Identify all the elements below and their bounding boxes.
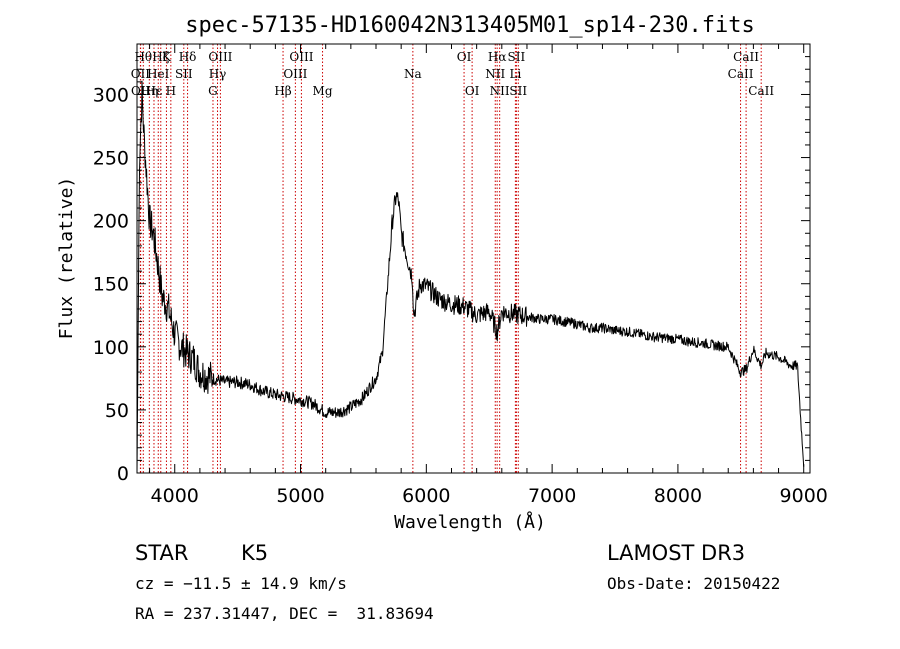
spectral-line-label: Li [509, 67, 521, 81]
spectral-line-label: SII [508, 50, 526, 64]
y-tick-label: 100 [93, 337, 129, 359]
x-tick-label: 9000 [780, 485, 828, 507]
spectral-line-label: Hγ [209, 67, 227, 81]
spectral-line-label: OII [131, 67, 151, 81]
spectral-line-label: CaII [748, 84, 774, 98]
spectral-line-label: SII [175, 67, 193, 81]
spectral-line-label: K [162, 50, 172, 64]
spectral-line-markers [139, 44, 762, 473]
spectral-line-label: NII [490, 84, 510, 98]
observation-date: Obs-Date: 20150422 [607, 574, 781, 593]
survey-name: LAMOST DR3 [607, 541, 746, 565]
spectral-line-label: Hε [146, 84, 163, 98]
object-class: STAR [135, 541, 189, 565]
spectral-line-label: HeI [147, 67, 170, 81]
y-tick-label: 300 [93, 84, 129, 106]
chart-title: spec-57135-HD160042N313405M01_sp14-230.f… [185, 13, 755, 38]
spectral-line-label: H [166, 84, 176, 98]
spectral-line-label: Na [404, 67, 422, 81]
spectral-line-label: CaII [728, 67, 754, 81]
plot-frame [136, 43, 811, 474]
x-tick-label: 6000 [402, 485, 450, 507]
spectral-line-label: Hθ [134, 50, 152, 64]
spectral-line-label: Hβ [274, 84, 291, 98]
spectral-line-label: OIII [208, 50, 232, 64]
spectral-line-label: OIII [289, 50, 313, 64]
coordinates: RA = 237.31447, DEC = 31.83694 [135, 604, 434, 623]
y-axis-label: Flux (relative) [56, 177, 77, 340]
spectral-line-label: OI [465, 84, 480, 98]
spectral-line-label: Mg [313, 84, 333, 98]
spectral-line-label: G [208, 84, 218, 98]
spectral-line-label: OI [457, 50, 472, 64]
y-axis: 0 50 100 150 200 250 300 [93, 56, 810, 485]
redshift-velocity: cz = −11.5 ± 14.9 km/s [135, 574, 347, 593]
x-tick-label: 7000 [528, 485, 576, 507]
y-tick-label: 50 [105, 400, 129, 422]
y-tick-label: 250 [93, 148, 129, 170]
x-tick-label: 8000 [654, 485, 702, 507]
spectral-line-label: OIII [283, 67, 307, 81]
y-tick-label: 0 [117, 463, 129, 485]
spectral-line-label: Hδ [179, 50, 197, 64]
x-tick-label: 5000 [276, 485, 324, 507]
spectral-line-label: Hα [488, 50, 507, 64]
x-axis-label: Wavelength (Å) [394, 511, 546, 533]
spectrum-line [136, 80, 805, 474]
x-tick-label: 4000 [151, 485, 199, 507]
object-subclass: K5 [241, 541, 269, 565]
y-tick-label: 200 [93, 211, 129, 233]
x-axis: 4000 5000 6000 7000 8000 9000 [149, 44, 828, 507]
spectral-line-label: SII [509, 84, 527, 98]
spectral-line-label: CaII [733, 50, 759, 64]
spectral-line-labels: OIIOIIHθHηHεHeIHζKHSIIHδGHγOIIIHβOIIIOII… [131, 50, 775, 98]
spectral-line-label: NII [485, 67, 505, 81]
spectral-line-label: Hζ [152, 50, 169, 64]
y-tick-label: 150 [93, 274, 129, 296]
